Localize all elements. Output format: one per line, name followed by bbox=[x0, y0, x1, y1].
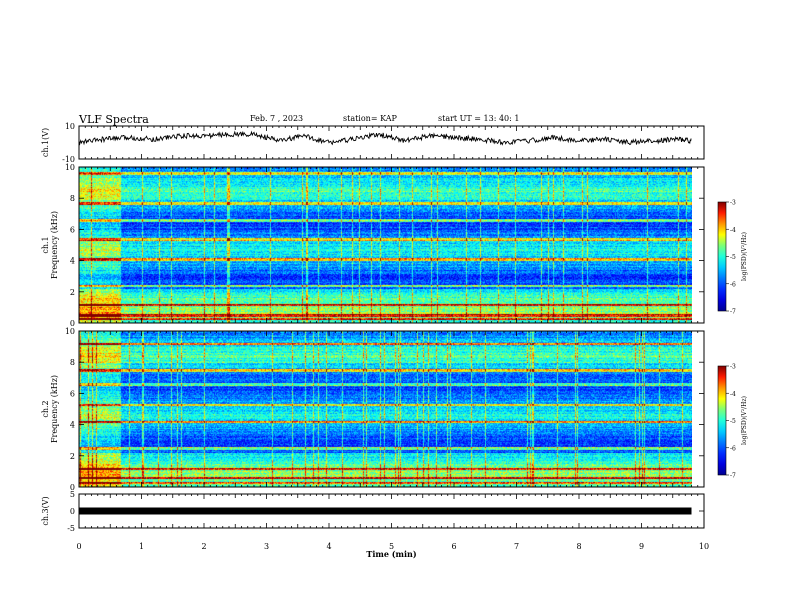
x-tick-label: 10 bbox=[699, 542, 709, 551]
colorbar-tick-label: -7 bbox=[730, 473, 736, 480]
y-axis-label-ch1-freq: Frequency (kHz) bbox=[50, 211, 59, 279]
y-tick-label: 10 bbox=[65, 163, 75, 172]
y-tick-label: 2 bbox=[70, 452, 75, 461]
colorbar-tick-label: -6 bbox=[730, 445, 736, 452]
y-tick-label: 0 bbox=[70, 319, 75, 328]
y-tick-label: 8 bbox=[70, 358, 75, 367]
y-tick-label: 0 bbox=[70, 507, 75, 516]
x-tick-label: 7 bbox=[514, 542, 519, 551]
y-axis-label-ch2-freq: ch.2 bbox=[41, 400, 50, 417]
y-tick-label: 4 bbox=[70, 421, 75, 430]
y-tick-label: 8 bbox=[70, 194, 75, 203]
y-axis-label-ch3: ch.3(V) bbox=[41, 496, 50, 525]
y-axis-label-ch1: ch.1(V) bbox=[41, 128, 50, 157]
colorbar-label: log(PSD)(V²/Hz) bbox=[741, 232, 748, 281]
colorbar-tick-label: -6 bbox=[730, 281, 736, 288]
x-tick-label: 0 bbox=[76, 542, 81, 551]
colorbar-tick-label: -5 bbox=[730, 418, 736, 425]
colorbar-tick-label: -3 bbox=[730, 200, 736, 207]
y-tick-label: -10 bbox=[62, 155, 75, 164]
spectrogram-image-ch2 bbox=[79, 331, 692, 487]
y-axis-label-ch2-freq: Frequency (kHz) bbox=[50, 375, 59, 443]
colorbar-tick-label: -7 bbox=[730, 309, 736, 316]
colorbar-tick-label: -4 bbox=[730, 391, 736, 398]
station-label: station= KAP bbox=[343, 114, 397, 123]
x-tick-label: 1 bbox=[139, 542, 144, 551]
ch1-waveform-line bbox=[78, 130, 692, 146]
x-tick-label: 6 bbox=[451, 542, 456, 551]
y-tick-label: 6 bbox=[70, 389, 75, 398]
y-tick-label: 10 bbox=[65, 122, 75, 131]
colorbar-tick-label: -5 bbox=[730, 254, 736, 261]
ch3-waveform-band bbox=[79, 507, 692, 515]
y-tick-label: 10 bbox=[65, 327, 75, 336]
y-tick-label: -5 bbox=[67, 524, 75, 533]
x-tick-label: 2 bbox=[201, 542, 206, 551]
y-axis-label-ch1-freq: ch.1 bbox=[41, 236, 50, 253]
x-tick-label: 3 bbox=[264, 542, 269, 551]
y-tick-label: 5 bbox=[70, 490, 75, 499]
colorbar-tick-label: -3 bbox=[730, 364, 736, 371]
x-tick-label: 4 bbox=[326, 542, 331, 551]
colorbar bbox=[717, 365, 727, 476]
colorbar-tick-label: -4 bbox=[730, 227, 736, 234]
date-label: Feb. 7 , 2023 bbox=[250, 114, 304, 123]
colorbar bbox=[717, 201, 727, 312]
colorbar-label: log(PSD)(V²/Hz) bbox=[741, 396, 748, 445]
spectrogram-image-ch1 bbox=[79, 167, 692, 323]
start-time-label: start UT = 13: 40: 1 bbox=[438, 114, 520, 123]
x-axis-label: Time (min) bbox=[366, 549, 416, 559]
y-tick-label: 2 bbox=[70, 288, 75, 297]
y-tick-label: 6 bbox=[70, 225, 75, 234]
x-tick-label: 9 bbox=[639, 542, 644, 551]
y-tick-label: 0 bbox=[70, 483, 75, 492]
chart-title: VLF Spectra bbox=[79, 113, 149, 126]
x-tick-label: 5 bbox=[389, 542, 394, 551]
y-tick-label: 4 bbox=[70, 257, 75, 266]
x-tick-label: 8 bbox=[576, 542, 581, 551]
